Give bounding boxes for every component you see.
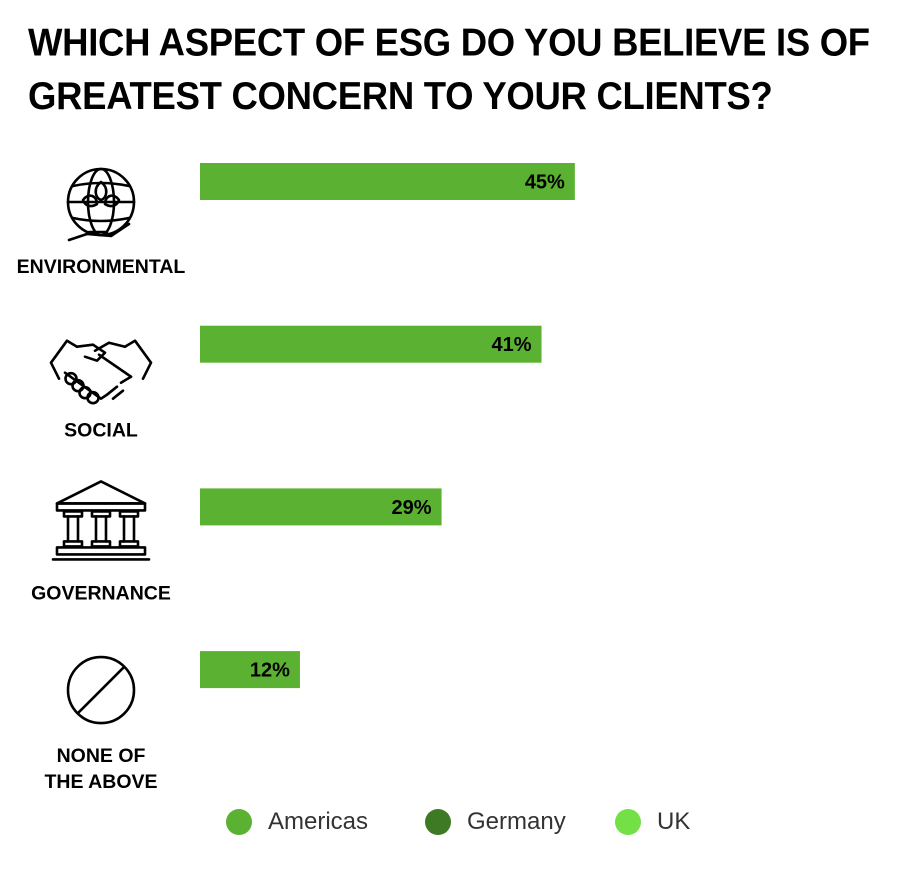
chart-plot: ENVIRONMENTAL 45% SOCIAL 41% GOVERNANCE 29% NO… [17,163,575,793]
data-label: 45% [525,172,565,194]
bar [200,325,542,363]
legend-label: Americas [268,808,369,835]
category-label: GOVERNANCE [31,582,171,604]
legend-swatch [226,809,252,835]
bar [200,488,442,526]
legend-item: Americas [226,806,368,838]
data-label: 29% [392,497,432,519]
legend-label: Germany [467,808,566,835]
globe-plant-hand-icon [66,167,136,242]
legend-item: Germany [425,806,566,838]
legend: Americas Germany UK [0,806,901,838]
prohibited-circle-icon [66,655,136,725]
legend-item: UK [615,806,690,838]
legend-swatch [425,809,451,835]
government-building-icon [51,480,151,561]
category-label: ENVIRONMENTAL [17,256,186,278]
category-label: SOCIAL [64,420,138,442]
chart-title: WHICH ASPECT OF ESG DO YOU BELIEVE IS OF… [28,20,870,118]
bar [200,651,300,689]
legend-label: UK [657,808,691,835]
handshake-icon [49,339,153,405]
category-label: NONE OF THE ABOVE [44,745,157,793]
data-label: 41% [491,334,531,356]
legend-swatch [615,809,641,835]
bar [200,163,575,200]
data-label: 12% [250,660,290,682]
